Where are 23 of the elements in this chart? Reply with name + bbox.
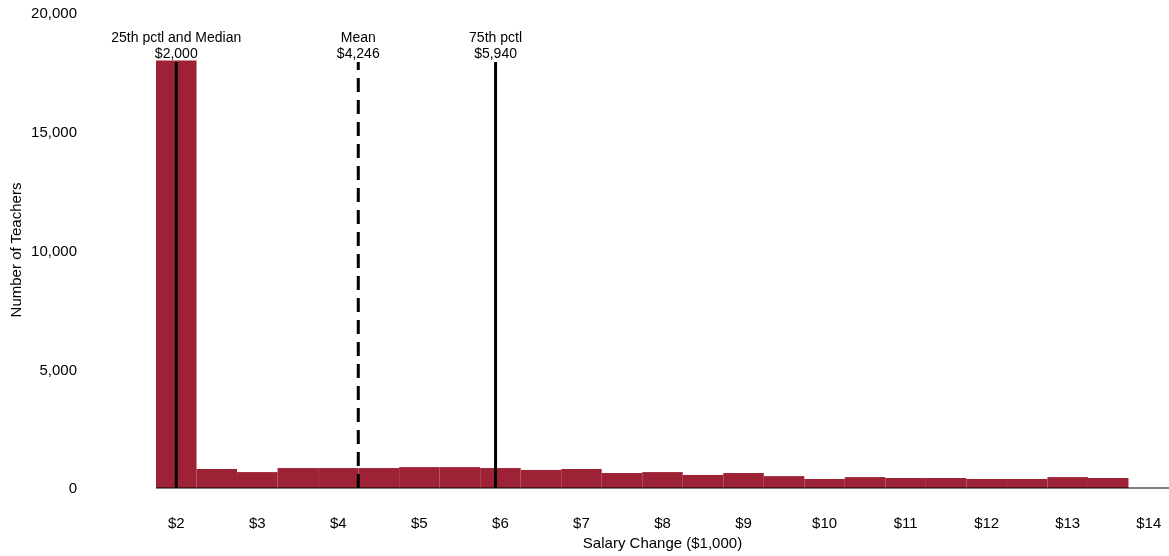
y-axis-title: Number of Teachers	[7, 182, 24, 318]
x-tick-label: $6	[492, 514, 509, 532]
x-axis-title: Salary Change ($1,000)	[582, 534, 743, 551]
y-tick-label: 5,000	[39, 360, 77, 378]
y-tick-label: 0	[68, 479, 77, 497]
x-tick-label: $9	[735, 514, 752, 532]
ref-line-label: 75th pctl $5,940	[469, 29, 523, 61]
x-tick-label: $7	[573, 514, 590, 532]
ref-line-label: Mean $4,246	[336, 29, 380, 61]
y-tick-label: 10,000	[31, 241, 77, 259]
x-tick-label: $11	[893, 514, 918, 532]
x-tick-label: $8	[654, 514, 671, 532]
y-tick-label: 15,000	[31, 123, 77, 140]
y-tick-label: 20,000	[31, 4, 77, 22]
x-tick-label: $3	[248, 514, 266, 532]
x-tick-label: $5	[411, 514, 428, 532]
x-tick-label: $4	[330, 514, 347, 532]
x-tick-label: $14	[1136, 514, 1162, 532]
x-tick-label: $13	[1055, 514, 1081, 532]
ref-line-label: 25th pctl and Median $2,000	[111, 29, 242, 61]
x-tick-label: $10	[812, 514, 838, 532]
x-tick-label: $2	[167, 514, 185, 532]
x-tick-label: $12	[974, 514, 1000, 532]
